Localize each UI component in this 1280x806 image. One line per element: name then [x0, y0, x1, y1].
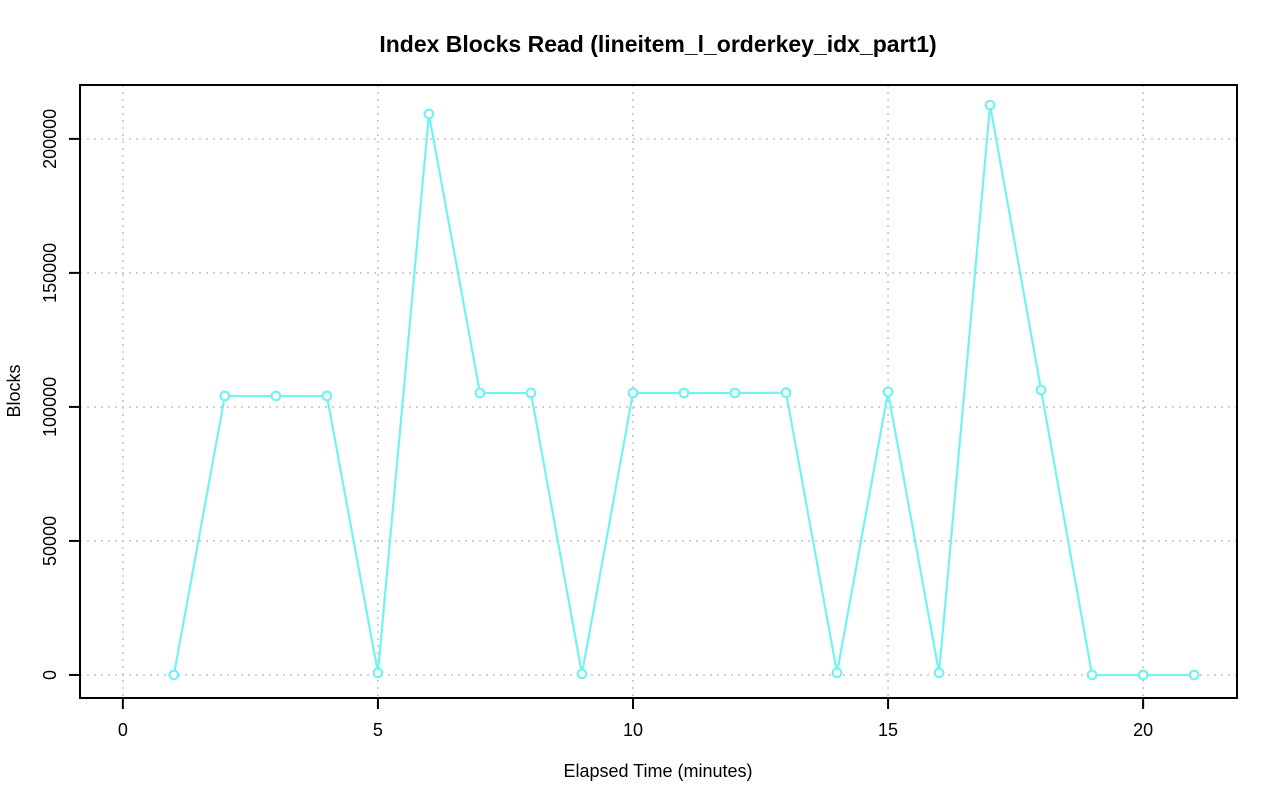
y-tick-label: 200000: [40, 109, 60, 169]
data-point: [831, 667, 843, 679]
data-point: [372, 667, 384, 679]
data-point: [1188, 669, 1200, 681]
x-tick-label: 20: [1133, 720, 1153, 740]
data-point: [984, 99, 996, 111]
x-axis-tick-labels: 0 5 10 15 20: [118, 720, 1153, 740]
x-tick-label: 10: [623, 720, 643, 740]
data-point: [1137, 669, 1149, 681]
data-point: [576, 668, 588, 680]
x-axis-label: Elapsed Time (minutes): [563, 761, 752, 781]
y-axis-label: Blocks: [4, 364, 24, 417]
data-point: [168, 669, 180, 681]
x-tick-label: 0: [118, 720, 128, 740]
y-tick-label: 150000: [40, 243, 60, 303]
data-point: [321, 390, 333, 402]
data-point: [933, 667, 945, 679]
data-point: [729, 387, 741, 399]
data-point: [1035, 384, 1047, 396]
y-tick-label: 0: [40, 670, 60, 680]
data-point: [678, 387, 690, 399]
plot-border: [79, 84, 1238, 699]
data-point: [423, 108, 435, 120]
x-tick-label: 15: [878, 720, 898, 740]
y-tick-label: 100000: [40, 377, 60, 437]
data-series: [168, 99, 1200, 681]
x-tick-label: 5: [373, 720, 383, 740]
axis-ticks: [69, 137, 1145, 709]
chart-title: Index Blocks Read (lineitem_l_orderkey_i…: [379, 31, 936, 57]
data-point: [219, 390, 231, 402]
data-point: [525, 387, 537, 399]
y-tick-label: 50000: [40, 516, 60, 566]
y-axis-tick-labels: 0 50000 100000 150000 200000: [40, 109, 60, 680]
data-point: [1086, 669, 1098, 681]
data-point: [270, 390, 282, 402]
data-point: [882, 386, 894, 398]
data-point: [474, 387, 486, 399]
data-point: [627, 387, 639, 399]
data-point: [780, 387, 792, 399]
